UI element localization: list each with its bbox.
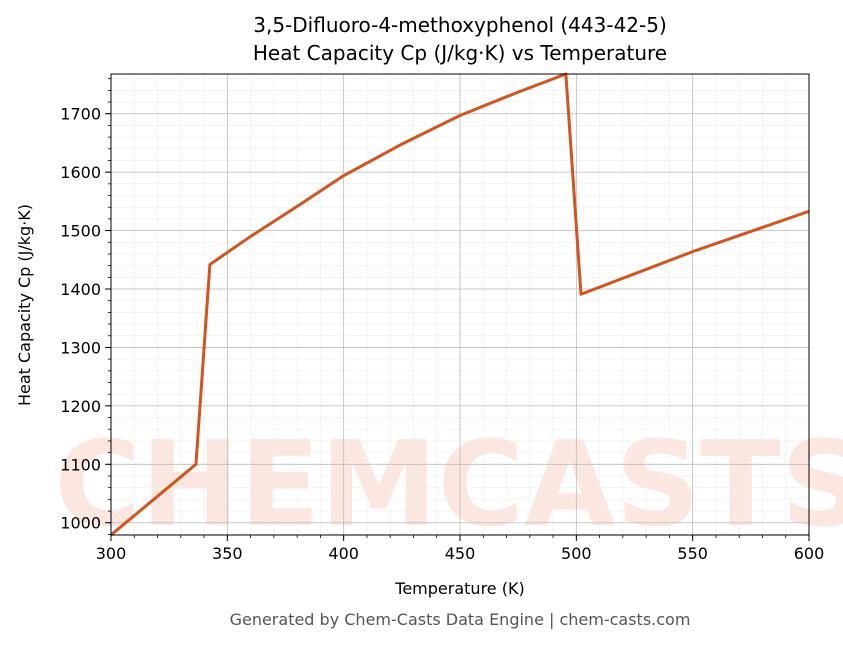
data-line [111, 72, 809, 537]
y-tick-label: 1600 [60, 163, 101, 182]
x-tick-label: 500 [561, 544, 592, 563]
x-tick-label: 400 [328, 544, 359, 563]
chart-title: 3,5-Difluoro-4-methoxyphenol (443-42-5) [253, 13, 667, 37]
chart-subtitle: Heat Capacity Cp (J/kg·K) vs Temperature [253, 41, 667, 65]
y-tick-label: 1500 [60, 222, 101, 241]
y-tick-label: 1000 [60, 514, 101, 533]
y-tick-label: 1700 [60, 105, 101, 124]
y-tick-label: 1100 [60, 455, 101, 474]
x-tick-label: 300 [96, 544, 127, 563]
y-tick-label: 1200 [60, 397, 101, 416]
y-tick-label: 1300 [60, 338, 101, 357]
x-tick-label: 450 [445, 544, 476, 563]
y-axis-label: Heat Capacity Cp (J/kg·K) [15, 204, 34, 406]
x-axis-label: Temperature (K) [394, 579, 524, 598]
x-tick-label: 600 [794, 544, 825, 563]
x-tick-label: 550 [677, 544, 708, 563]
watermark: CHEMCASTS [54, 415, 843, 553]
plot-frame [110, 73, 810, 536]
y-tick-label: 1400 [60, 280, 101, 299]
footer: Generated by Chem-Casts Data Engine | ch… [230, 610, 691, 629]
x-tick-label: 350 [212, 544, 243, 563]
